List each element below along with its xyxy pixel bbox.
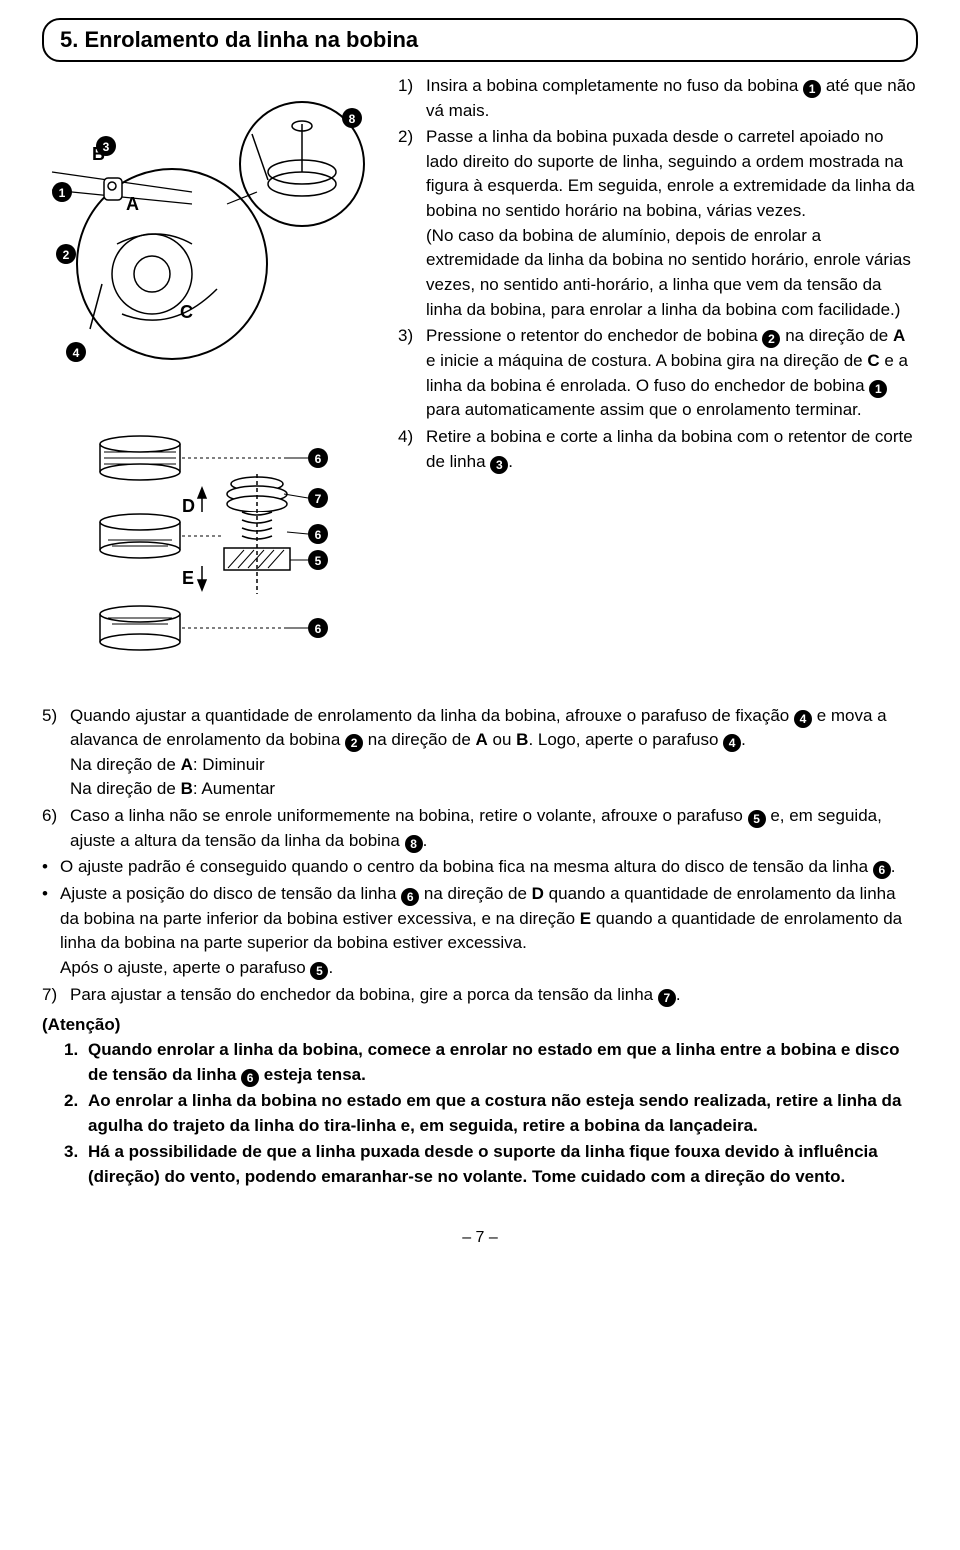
step-5-num: 5) [42, 704, 70, 803]
attention-1: 1. Quando enrolar a linha da bobina, com… [64, 1038, 918, 1087]
step-7-num: 7) [42, 983, 70, 1008]
step-5-text: Quando ajustar a quantidade de enrolamen… [70, 704, 918, 803]
step-6-text: Caso a linha não se enrole uniformemente… [70, 804, 918, 853]
attention-list: 1. Quando enrolar a linha da bobina, com… [42, 1038, 918, 1190]
ref-6c: 6 [241, 1069, 259, 1087]
tag-6b: 6 [315, 528, 322, 542]
step-3: 3) Pressione o retentor do enchedor de b… [398, 324, 918, 423]
ref-6b: 6 [401, 888, 419, 906]
step-3-num: 3) [398, 324, 426, 423]
step-7-text: Para ajustar a tensão do enchedor da bob… [70, 983, 918, 1008]
tag-7: 7 [315, 492, 322, 506]
attention-3: 3. Há a possibilidade de que a linha pux… [64, 1140, 918, 1189]
ref-4: 4 [794, 710, 812, 728]
ref-2b: 2 [345, 734, 363, 752]
ref-4b: 4 [723, 734, 741, 752]
ref-3: 3 [490, 456, 508, 474]
step-4: 4) Retire a bobina e corte a linha da bo… [398, 425, 918, 474]
ref-5b: 5 [310, 962, 328, 980]
attention-title: (Atenção) [42, 1013, 918, 1038]
ref-2: 2 [762, 330, 780, 348]
step-6-num: 6) [42, 804, 70, 853]
tag-4: 4 [73, 346, 80, 360]
ref-8: 8 [405, 835, 423, 853]
ref-1b: 1 [869, 380, 887, 398]
tag-2: 2 [63, 248, 70, 262]
step-2-num: 2) [398, 125, 426, 322]
step-2-text: Passe a linha da bobina puxada desde o c… [426, 125, 918, 322]
section-title: 5. Enrolamento da linha na bobina [42, 18, 918, 62]
step-1-num: 1) [398, 74, 426, 123]
page-number: – 7 – [42, 1226, 918, 1249]
steps-right: 1) Insira a bobina completamente no fuso… [398, 74, 918, 672]
tag-8: 8 [349, 112, 356, 126]
tag-3: 3 [103, 140, 110, 154]
label-a: A [126, 194, 139, 214]
step-1-text: Insira a bobina completamente no fuso da… [426, 74, 918, 123]
label-d: D [182, 496, 195, 516]
tag-6c: 6 [315, 622, 322, 636]
upper-row: B A C 1 3 8 2 4 [42, 74, 918, 672]
step-2: 2) Passe a linha da bobina puxada desde … [398, 125, 918, 322]
steps-lower: 5) Quando ajustar a quantidade de enrola… [42, 704, 918, 1190]
step-1: 1) Insira a bobina completamente no fuso… [398, 74, 918, 123]
label-e: E [182, 568, 194, 588]
step-6-bullet2: • Ajuste a posição do disco de tensão da… [42, 882, 918, 981]
tag-5: 5 [315, 554, 322, 568]
step-3-text: Pressione o retentor do enchedor de bobi… [426, 324, 918, 423]
step-6: 6) Caso a linha não se enrole uniformeme… [42, 804, 918, 853]
attention-2: 2. Ao enrolar a linha da bobina no estad… [64, 1089, 918, 1138]
tag-1: 1 [59, 186, 66, 200]
tag-6a: 6 [315, 452, 322, 466]
bobbin-diagram: B A C 1 3 8 2 4 [42, 74, 372, 664]
ref-6: 6 [873, 861, 891, 879]
ref-1: 1 [803, 80, 821, 98]
step-6-bullet1: • O ajuste padrão é conseguido quando o … [42, 855, 918, 880]
step-7: 7) Para ajustar a tensão do enchedor da … [42, 983, 918, 1008]
diagram-column: B A C 1 3 8 2 4 [42, 74, 372, 672]
label-c: C [180, 302, 193, 322]
step-4-text: Retire a bobina e corte a linha da bobin… [426, 425, 918, 474]
step-5: 5) Quando ajustar a quantidade de enrola… [42, 704, 918, 803]
step-4-num: 4) [398, 425, 426, 474]
ref-7: 7 [658, 989, 676, 1007]
ref-5: 5 [748, 810, 766, 828]
